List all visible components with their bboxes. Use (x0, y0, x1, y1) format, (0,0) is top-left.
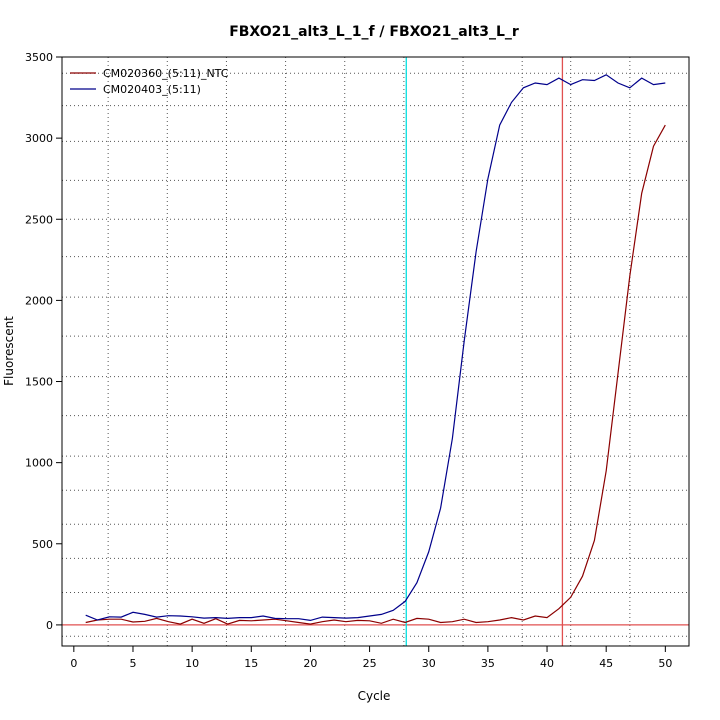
series-line-1 (85, 74, 666, 622)
x-tick-label-3: 15 (244, 657, 258, 670)
x-axis-label: Cycle (358, 689, 391, 703)
y-axis-label: Fluorescent (2, 316, 16, 386)
y-tick-label-4: 2000 (25, 294, 53, 307)
y-axis: 0 500 1000 1500 2000 2500 3000 3500 (25, 51, 62, 632)
series-lines (85, 74, 666, 625)
x-tick-label-2: 10 (185, 657, 199, 670)
x-tick-label-10: 50 (658, 657, 672, 670)
x-tick-label-7: 35 (481, 657, 495, 670)
x-tick-label-9: 45 (599, 657, 613, 670)
x-tick-label-6: 30 (422, 657, 436, 670)
legend-label-1: CM020403_(5:11) (103, 83, 201, 96)
y-tick-label-5: 2500 (25, 213, 53, 226)
y-tick-label-1: 500 (32, 538, 53, 551)
y-tick-label-2: 1000 (25, 457, 53, 470)
y-tick-label-0: 0 (46, 619, 53, 632)
y-tick-label-7: 3500 (25, 51, 53, 64)
y-tick-label-6: 3000 (25, 132, 53, 145)
x-tick-label-5: 25 (363, 657, 377, 670)
x-tick-label-0: 0 (70, 657, 77, 670)
series-line-0 (85, 124, 666, 625)
x-tick-label-4: 20 (303, 657, 317, 670)
y-tick-label-3: 1500 (25, 376, 53, 389)
reference-lines (62, 57, 689, 646)
legend-label-0: CM020360_(5:11)_NTC (103, 67, 229, 80)
x-tick-label-8: 40 (540, 657, 554, 670)
legend: CM020360_(5:11)_NTC CM020403_(5:11) (70, 67, 229, 96)
x-axis: 0 5 10 15 20 25 30 35 40 45 50 (70, 646, 672, 670)
grid-lines (62, 57, 689, 646)
x-tick-label-1: 5 (129, 657, 136, 670)
plot-frame (61, 56, 690, 647)
chart-title: FBXO21_alt3_L_1_f / FBXO21_alt3_L_r (229, 24, 519, 40)
